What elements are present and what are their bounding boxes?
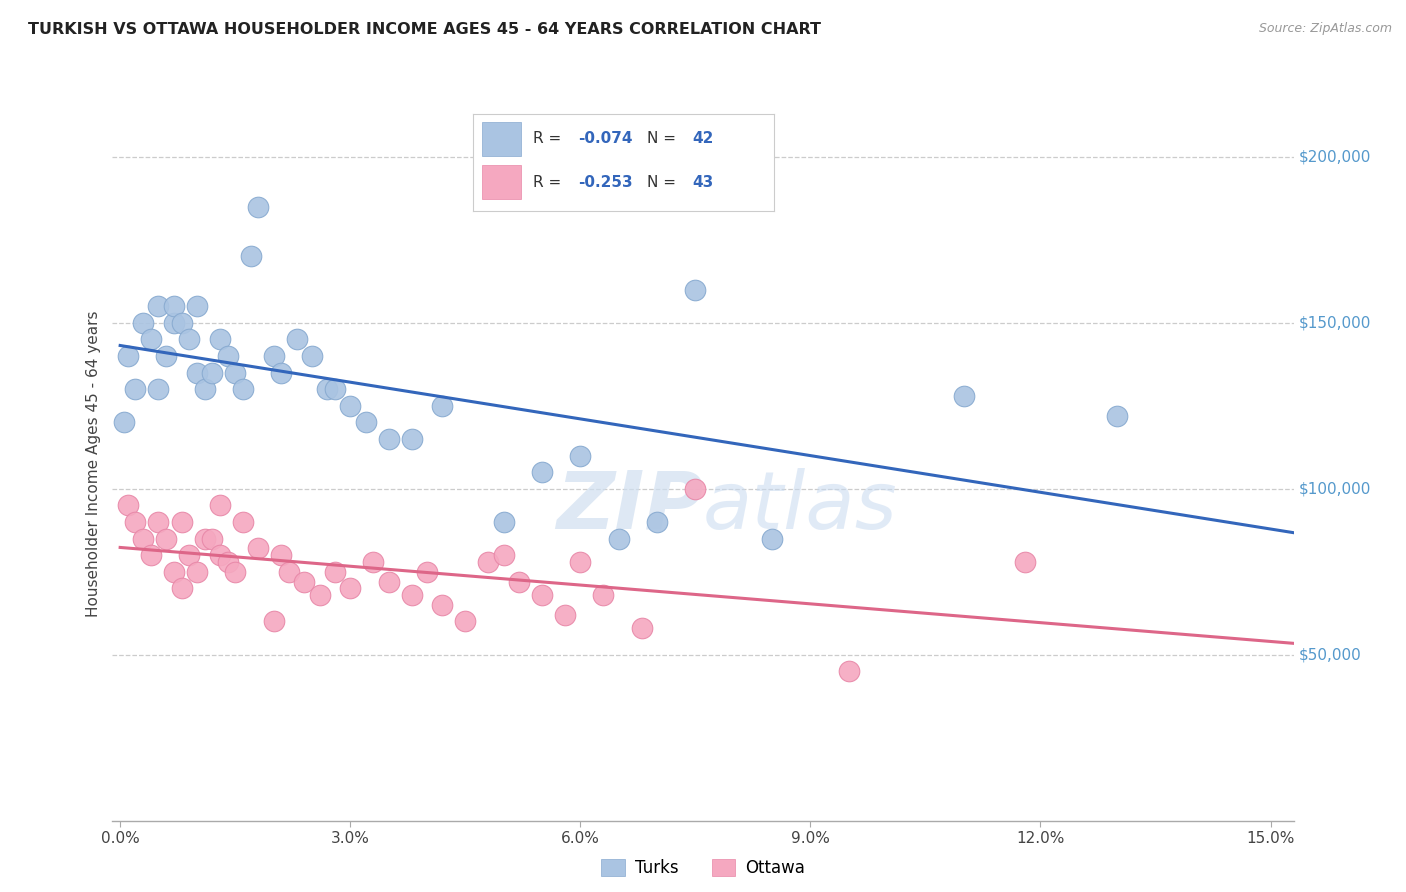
Point [630,621,652,635]
Point [232,382,254,396]
Point [224,565,246,579]
Point [112,415,135,429]
Point [155,532,177,546]
Point [239,249,262,263]
Text: Source: ZipAtlas.com: Source: ZipAtlas.com [1258,22,1392,36]
Point [208,499,231,513]
Point [170,515,193,529]
Point [492,515,515,529]
Point [569,555,592,569]
Point [179,332,201,346]
Point [263,349,285,363]
Legend: Turks, Ottawa: Turks, Ottawa [595,852,811,884]
Point [163,316,186,330]
Point [117,499,139,513]
Point [1014,555,1036,569]
Point [354,415,377,429]
Point [685,482,707,496]
Point [270,366,292,380]
Point [208,332,231,346]
Point [323,565,346,579]
Point [139,548,162,562]
Text: TURKISH VS OTTAWA HOUSEHOLDER INCOME AGES 45 - 64 YEARS CORRELATION CHART: TURKISH VS OTTAWA HOUSEHOLDER INCOME AGE… [28,22,821,37]
Text: atlas: atlas [703,467,898,546]
Point [193,532,215,546]
Text: ZIP: ZIP [555,467,703,546]
Point [377,432,399,446]
Point [492,548,515,562]
Point [155,349,177,363]
Point [1107,409,1129,423]
Point [685,283,707,297]
Point [952,389,974,403]
Point [263,615,285,629]
Point [838,665,860,679]
Point [477,555,499,569]
Point [432,399,454,413]
Point [361,555,384,569]
Point [186,565,208,579]
Point [148,515,170,529]
Point [179,548,201,562]
Point [270,548,292,562]
Point [163,565,186,579]
Point [285,332,308,346]
Point [117,349,139,363]
Point [401,432,423,446]
Point [569,449,592,463]
Point [301,349,323,363]
Point [132,532,155,546]
Y-axis label: Householder Income Ages 45 - 64 years: Householder Income Ages 45 - 64 years [86,310,101,617]
Point [247,541,270,556]
Point [645,515,668,529]
Point [193,382,215,396]
Point [217,349,239,363]
Point [401,588,423,602]
Point [308,588,330,602]
Point [170,316,193,330]
Point [432,598,454,612]
Point [508,574,530,589]
Point [607,532,630,546]
Point [186,366,208,380]
Point [339,582,361,596]
Point [139,332,162,346]
Point [316,382,339,396]
Point [277,565,299,579]
Point [201,366,224,380]
Point [124,382,146,396]
Point [592,588,614,602]
Point [247,200,270,214]
Point [292,574,315,589]
Point [132,316,155,330]
Point [232,515,254,529]
Point [554,607,576,622]
Point [201,532,224,546]
Point [530,465,553,479]
Point [186,299,208,313]
Point [170,582,193,596]
Point [323,382,346,396]
Point [163,299,186,313]
Point [454,615,477,629]
Point [148,299,170,313]
Point [761,532,783,546]
Point [208,548,231,562]
Point [224,366,246,380]
Point [339,399,361,413]
Point [377,574,399,589]
Point [148,382,170,396]
Point [530,588,553,602]
Point [217,555,239,569]
Point [124,515,146,529]
Point [416,565,439,579]
